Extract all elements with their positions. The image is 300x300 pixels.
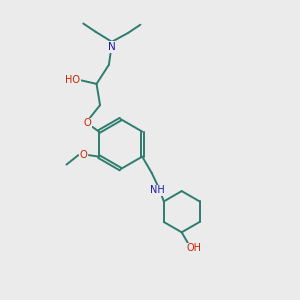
Text: O: O: [84, 118, 92, 128]
Text: OH: OH: [187, 244, 202, 254]
Text: NH: NH: [150, 185, 165, 196]
Text: N: N: [108, 42, 116, 52]
Text: O: O: [80, 150, 87, 160]
Text: HO: HO: [65, 75, 80, 85]
